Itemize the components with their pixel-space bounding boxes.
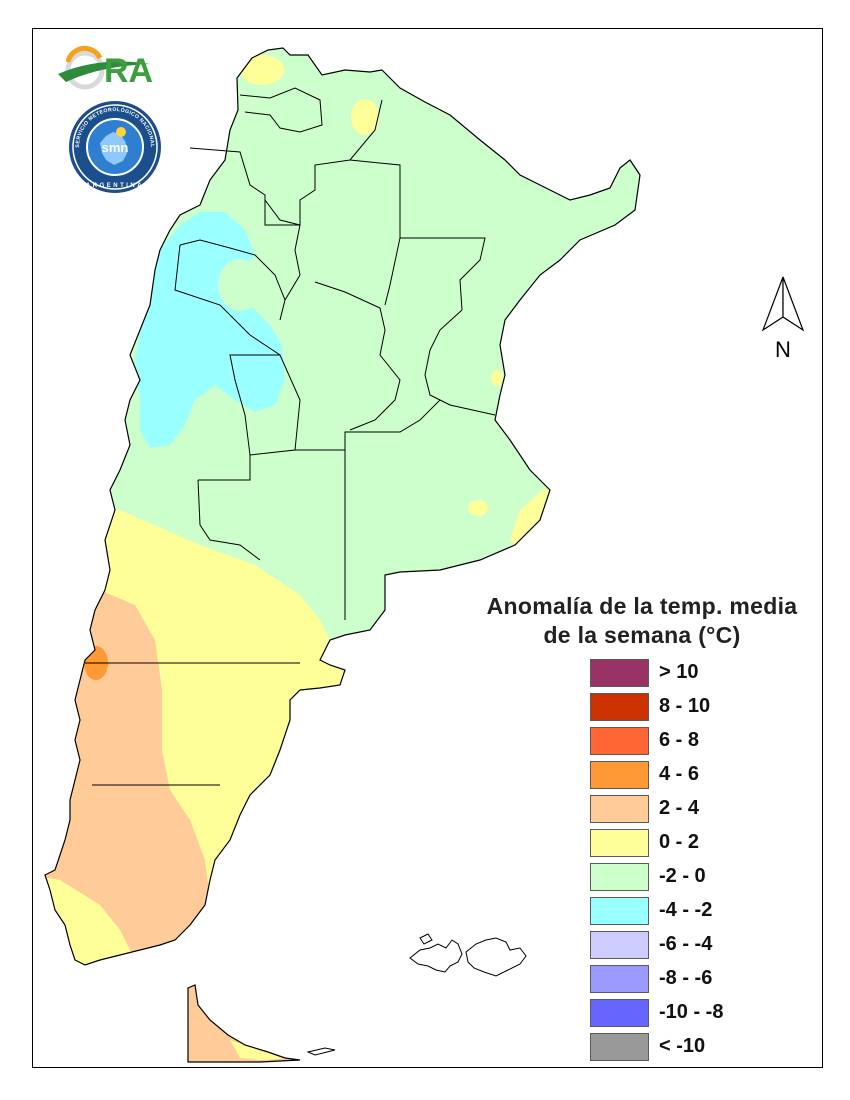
north-arrow-icon: N <box>761 276 805 362</box>
legend-swatch <box>590 829 649 857</box>
legend-swatch <box>590 659 649 687</box>
legend-label: 4 - 6 <box>659 763 700 785</box>
legend-title: Anomalía de la temp. media de la semana … <box>462 592 822 650</box>
north-label: N <box>775 337 791 362</box>
legend-label: 6 - 8 <box>659 729 700 751</box>
ora-logo-text: RA <box>104 52 153 90</box>
legend-title-line1: Anomalía de la temp. media <box>486 593 798 619</box>
legend-swatch <box>590 897 649 925</box>
legend-swatch <box>590 693 649 721</box>
islas-malvinas <box>409 933 527 977</box>
legend-label: < -10 <box>659 1035 706 1057</box>
legend-label: 0 - 2 <box>659 831 700 853</box>
legend-label: -2 - 0 <box>659 865 706 887</box>
legend-label: -10 - -8 <box>659 1001 724 1023</box>
smn-inner-text: smn <box>102 140 129 155</box>
ora-logo: RA <box>58 45 153 90</box>
province-borders <box>85 87 496 786</box>
smn-bottom-text: ARGENTINA <box>86 183 144 189</box>
legend-label: > 10 <box>659 661 699 683</box>
legend-label: 8 - 10 <box>659 695 711 717</box>
legend-label: -6 - -4 <box>659 933 713 955</box>
legend-label: -8 - -6 <box>659 967 713 989</box>
legend-swatch <box>590 727 649 755</box>
north-arrow: N <box>758 275 806 365</box>
legend-swatch <box>590 965 649 993</box>
legend-swatch <box>590 795 649 823</box>
legend-label: 2 - 4 <box>659 797 700 819</box>
legend-swatch <box>590 761 649 789</box>
legend-swatch <box>590 1033 649 1061</box>
legend-swatch <box>590 999 649 1027</box>
tierra-del-fuego <box>187 984 336 1063</box>
legend-swatch <box>590 931 649 959</box>
legend-swatch <box>590 863 649 891</box>
smn-logo: smn SERVICIO METEOROLÓGICO NACIONAL ARGE… <box>69 101 161 193</box>
legend-title-line2: de la semana (°C) <box>543 622 741 648</box>
legend-label: -4 - -2 <box>659 899 713 921</box>
